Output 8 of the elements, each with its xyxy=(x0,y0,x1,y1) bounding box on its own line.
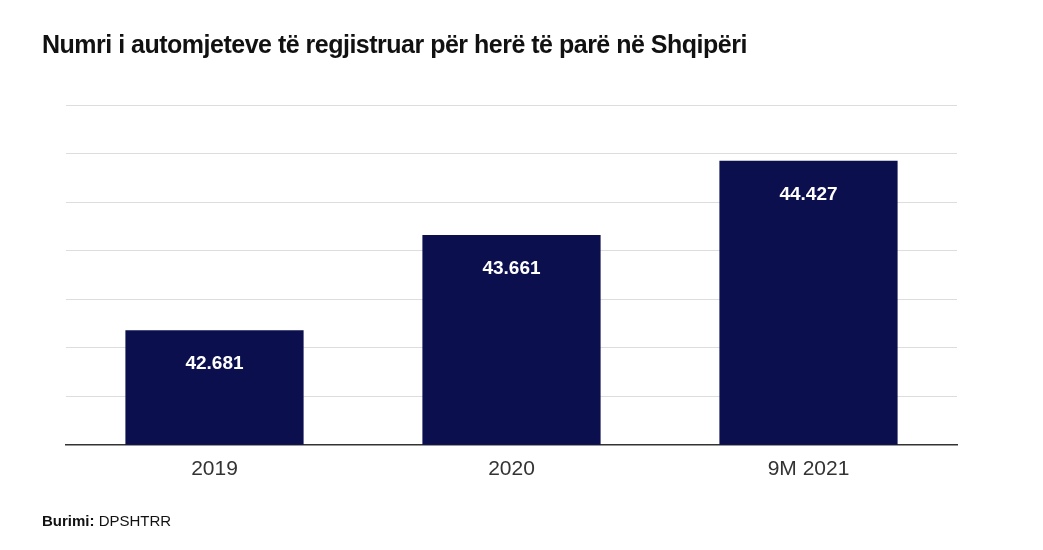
x-tick-label: 2020 xyxy=(488,456,535,480)
x-tick-label: 9M 2021 xyxy=(767,456,850,480)
data-label: 44.427 xyxy=(779,182,838,204)
chart-title: Numri i automjeteve të regjistruar për herë të parë në Shqipëri xyxy=(42,30,747,59)
data-label: 43.661 xyxy=(482,257,541,279)
data-label: 42.681 xyxy=(185,352,244,374)
text: Burimi: DPSHTRR xyxy=(42,512,172,529)
x-tick-label: 2019 xyxy=(191,456,238,480)
